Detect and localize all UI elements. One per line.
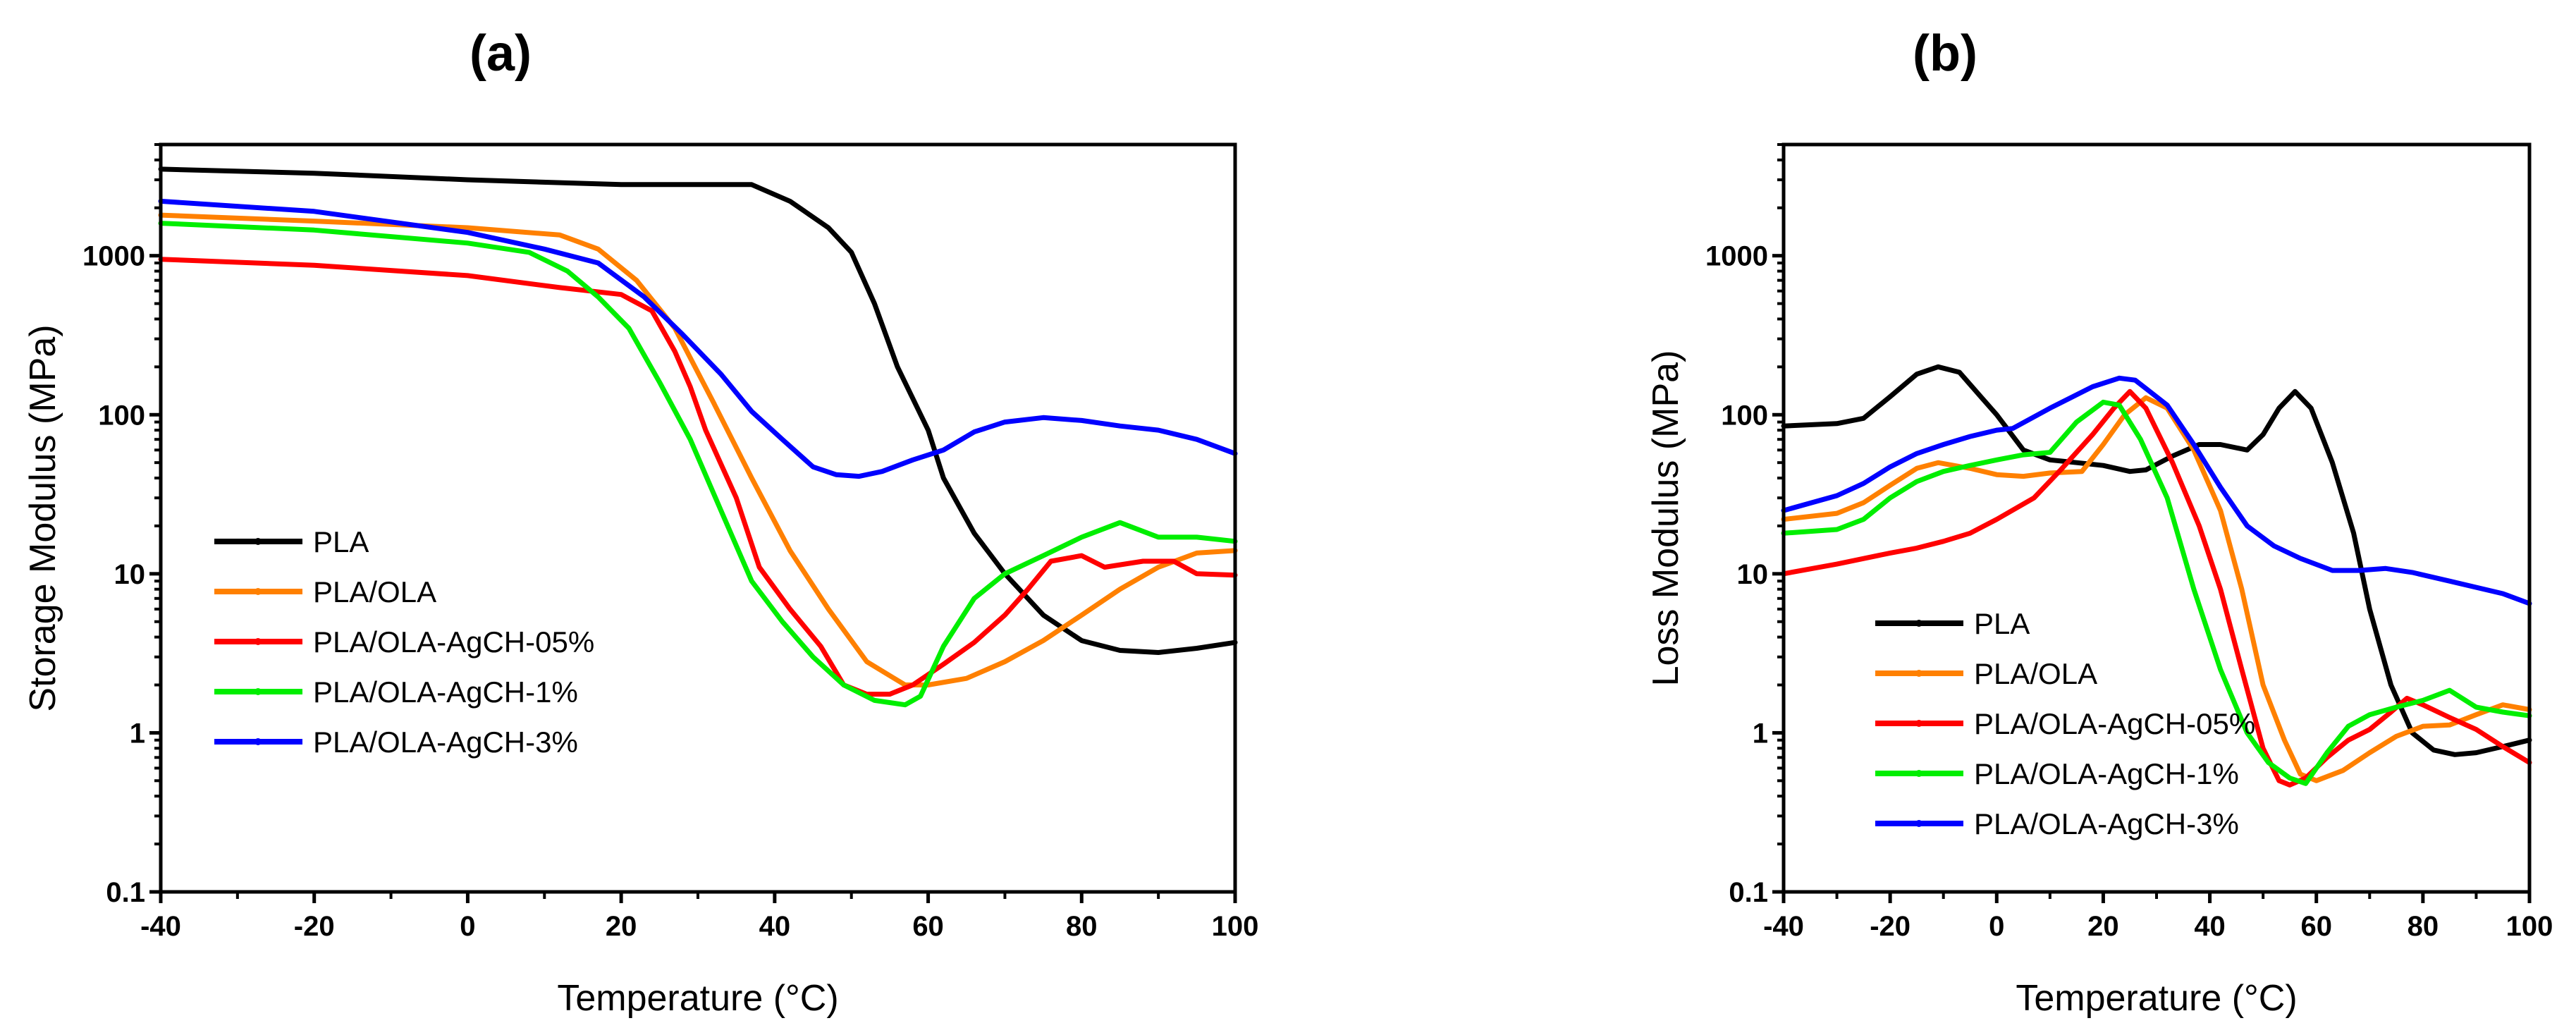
x-tick-label: -20 [294, 911, 335, 942]
legend-marker [254, 588, 262, 595]
legend-label: PLA/OLA-AgCH-1% [313, 675, 578, 709]
legend-marker [254, 688, 262, 695]
x-tick-label: -20 [1870, 911, 1910, 942]
x-tick-label: 20 [606, 911, 637, 942]
y-tick-label: 1 [130, 718, 145, 749]
legend-marker [1915, 770, 1922, 777]
legend-label: PLA [313, 525, 369, 558]
y-tick-label: 1 [1753, 718, 1768, 749]
x-tick-label: 0 [1989, 911, 2004, 942]
series-line-3 [1781, 399, 2532, 786]
y-tick-label: 0.1 [1729, 877, 1768, 908]
y-axis-title: Storage Modulus (MPa) [23, 324, 63, 711]
series-line-2 [1781, 388, 2532, 788]
legend-marker [254, 738, 262, 745]
x-axis-title: Temperature (°C) [557, 978, 838, 1019]
legend: PLA PLA/OLA PLA/OLA-AgCH-05% PLA/OLA-AgCH-1… [1875, 607, 2255, 840]
series-line-4 [1781, 375, 2532, 606]
legend-marker [1915, 620, 1922, 627]
legend-label: PLA/OLA-AgCH-05% [1974, 707, 2255, 740]
panel-b: (b) -40 -20 0 20 40 60 80 100 0.1 1 10 100 1000 Temper… [1645, 25, 2553, 1019]
y-tick-label: 1000 [82, 241, 145, 272]
y-tick-label: 100 [98, 400, 145, 431]
panel-label: (a) [470, 25, 532, 82]
legend-marker [1915, 820, 1922, 827]
x-axis-title: Temperature (°C) [2016, 978, 2297, 1019]
y-tick-label: 10 [1737, 559, 1769, 590]
legend-marker [1915, 670, 1922, 677]
legend-label: PLA/OLA-AgCH-05% [313, 625, 594, 659]
series-line-1 [158, 212, 1238, 687]
legend-label: PLA [1974, 607, 2030, 640]
x-tick-label: 40 [759, 911, 791, 942]
series-line-3 [158, 221, 1238, 708]
x-tick-label: 0 [460, 911, 475, 942]
x-tick-label: 100 [1212, 911, 1259, 942]
x-tick-label: -40 [1763, 911, 1804, 942]
legend-label: PLA/OLA-AgCH-1% [1974, 757, 2239, 790]
series-line-0 [1781, 364, 2532, 757]
legend-marker [254, 638, 262, 645]
legend-marker [1915, 720, 1922, 727]
legend-marker [254, 538, 262, 545]
y-axis-title: Loss Modulus (MPa) [1645, 350, 1686, 687]
x-tick-label: 40 [2194, 911, 2226, 942]
x-tick-label: 60 [912, 911, 944, 942]
legend: PLA PLA/OLA PLA/OLA-AgCH-05% PLA/OLA-AgCH-1… [214, 525, 594, 759]
legend-label: PLA/OLA-AgCH-3% [313, 725, 578, 759]
series-line-4 [158, 198, 1238, 479]
panel-label: (b) [1913, 25, 1977, 82]
y-tick-label: 0.1 [106, 877, 145, 908]
plot-frame [159, 142, 1237, 894]
legend-label: PLA/OLA-AgCH-3% [1974, 807, 2239, 840]
x-tick-label: 60 [2300, 911, 2332, 942]
x-tick-label: 80 [1066, 911, 1098, 942]
legend-label: PLA/OLA [313, 575, 436, 608]
y-tick-label: 100 [1721, 400, 1768, 431]
series-line-0 [158, 166, 1238, 655]
x-tick-label: 20 [2087, 911, 2119, 942]
panel-a: (a) -40 -20 0 20 40 60 80 100 0.1 1 10 100 1000 Temper… [23, 25, 1258, 1019]
y-tick-label: 1000 [1705, 241, 1768, 272]
y-tick-label: 10 [114, 559, 146, 590]
legend-label: PLA/OLA [1974, 657, 2097, 690]
x-tick-label: -40 [140, 911, 181, 942]
x-tick-label: 100 [2506, 911, 2553, 942]
x-tick-label: 80 [2408, 911, 2439, 942]
